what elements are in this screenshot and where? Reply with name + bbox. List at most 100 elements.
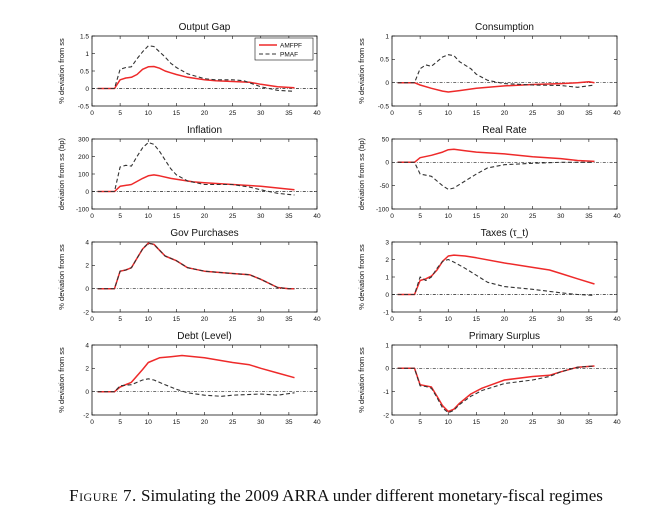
- x-tick-label: 30: [257, 419, 265, 426]
- y-tick-label: 0: [385, 292, 389, 299]
- y-tick-label: 50: [382, 136, 390, 143]
- x-tick-label: 20: [201, 110, 209, 117]
- chart-panel-4: Real Rate deviation from ss (bp) 0 5 10 15 20 2…: [357, 125, 621, 220]
- y-axis-label: % deviation from ss: [57, 244, 66, 310]
- x-tick-label: 0: [90, 316, 94, 323]
- y-tick-label: 0: [85, 86, 89, 93]
- x-tick-label: 20: [501, 110, 509, 117]
- x-tick-label: 35: [285, 110, 293, 117]
- legend: AMFPF PMAF: [254, 37, 314, 61]
- y-tick-label: 2: [85, 366, 89, 373]
- x-tick-label: 5: [418, 110, 422, 117]
- y-tick-label: 0: [85, 286, 89, 293]
- y-tick-label: -2: [83, 309, 89, 316]
- y-tick-label: -1: [383, 309, 389, 316]
- chart-title: Gov Purchases: [170, 228, 238, 239]
- x-tick-label: 0: [90, 110, 94, 117]
- x-tick-label: 10: [145, 110, 153, 117]
- plot-frame: [391, 241, 618, 313]
- x-tick-label: 15: [473, 419, 481, 426]
- y-tick-label: 0.5: [80, 68, 89, 75]
- x-tick-label: 35: [285, 213, 293, 220]
- series-line-amfpf: [97, 354, 295, 393]
- x-tick-label: 35: [585, 316, 593, 323]
- x-tick-label: 15: [473, 213, 481, 220]
- x-tick-label: 20: [501, 213, 509, 220]
- x-tick-label: 15: [173, 316, 181, 323]
- x-tick-label: 15: [473, 316, 481, 323]
- y-tick-label: -0.5: [78, 103, 90, 110]
- y-tick-label: 0: [85, 189, 89, 196]
- series-line-amfpf: [397, 254, 595, 296]
- y-tick-label: -100: [376, 206, 389, 213]
- series-line-pmaf: [97, 45, 295, 92]
- x-tick-label: 15: [173, 419, 181, 426]
- chart-title: Primary Surplus: [469, 331, 540, 342]
- y-tick-label: 100: [78, 171, 89, 178]
- chart-panel-2: Consumption% deviation from ss0 5 10 15 20 25…: [357, 22, 621, 117]
- x-tick-label: 10: [445, 213, 453, 220]
- series-line-amfpf: [397, 148, 595, 164]
- y-tick-label: 2: [385, 257, 389, 264]
- x-tick-label: 30: [557, 213, 565, 220]
- y-tick-label: 0.5: [380, 57, 389, 64]
- x-tick-label: 0: [90, 419, 94, 426]
- x-tick-label: 15: [173, 213, 181, 220]
- y-tick-label: 0: [85, 389, 89, 396]
- x-tick-label: 0: [390, 110, 394, 117]
- x-tick-label: 15: [473, 110, 481, 117]
- x-tick-label: 40: [613, 213, 621, 220]
- chart-title: Inflation: [187, 125, 222, 136]
- y-tick-label: 300: [78, 136, 89, 143]
- x-tick-label: 25: [529, 213, 537, 220]
- x-tick-label: 10: [145, 213, 153, 220]
- y-axis-label: deviation from ss (bp): [357, 137, 366, 210]
- y-tick-label: -2: [383, 412, 389, 419]
- x-tick-label: 0: [390, 316, 394, 323]
- x-tick-label: 35: [285, 419, 293, 426]
- x-tick-label: 35: [585, 419, 593, 426]
- x-tick-label: 5: [118, 316, 122, 323]
- figure-caption-text: Simulating the 2009 ARRA under different…: [140, 486, 603, 505]
- y-tick-label: 0: [385, 80, 389, 87]
- figure-caption: Figure 7. Simulating the 2009 ARRA under…: [0, 486, 672, 506]
- chart-panel-5: Gov Purchases% deviation from ss0 5 10 15 20…: [57, 228, 321, 323]
- x-tick-label: 0: [90, 213, 94, 220]
- y-tick-label: -100: [76, 206, 89, 213]
- chart-panel-3: Inflation deviation from ss (bp) 0 5 10 15 20 2…: [57, 125, 321, 220]
- x-tick-label: 10: [145, 316, 153, 323]
- x-tick-label: 30: [557, 419, 565, 426]
- plot-frame: [391, 35, 618, 107]
- x-tick-label: 10: [445, 110, 453, 117]
- chart-panel-1: Output Gap% deviation from ss0 5 10 15 20 25 3…: [57, 22, 321, 117]
- x-tick-label: 5: [418, 316, 422, 323]
- y-axis-label: % deviation from ss: [357, 244, 366, 310]
- x-tick-label: 40: [613, 110, 621, 117]
- x-tick-label: 30: [257, 213, 265, 220]
- series-line-pmaf: [397, 258, 595, 296]
- series-line-pmaf: [97, 141, 295, 196]
- plot-frame: [91, 241, 318, 313]
- x-tick-label: 25: [229, 419, 237, 426]
- series-line-pmaf: [397, 161, 595, 190]
- y-tick-label: -2: [83, 412, 89, 419]
- x-tick-label: 25: [529, 110, 537, 117]
- x-tick-label: 15: [173, 110, 181, 117]
- x-tick-label: 40: [313, 213, 321, 220]
- plot-frame: [91, 138, 318, 210]
- series-line-pmaf: [397, 54, 595, 88]
- x-tick-label: 35: [585, 110, 593, 117]
- x-tick-label: 40: [613, 316, 621, 323]
- y-tick-label: 4: [85, 342, 89, 349]
- x-tick-label: 10: [445, 419, 453, 426]
- x-tick-label: 20: [501, 316, 509, 323]
- x-tick-label: 5: [118, 213, 122, 220]
- plot-frame: [391, 138, 618, 210]
- series-line-amfpf: [397, 80, 595, 93]
- figure-caption-lead: Figure 7.: [69, 486, 137, 505]
- x-tick-label: 40: [613, 419, 621, 426]
- chart-panel-6: Taxes (τ_t)% deviation from ss0 5 10 15 20 25…: [357, 228, 621, 323]
- chart-title: Output Gap: [179, 22, 231, 33]
- y-axis-label: deviation from ss (bp): [57, 137, 66, 210]
- y-tick-label: 0: [385, 366, 389, 373]
